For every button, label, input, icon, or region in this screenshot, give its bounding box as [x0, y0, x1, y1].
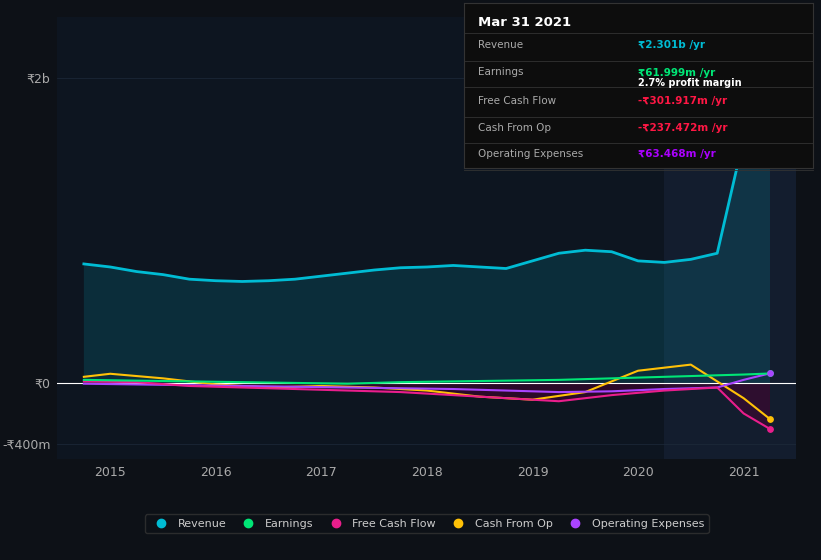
- Text: Revenue: Revenue: [478, 40, 523, 50]
- Text: -₹237.472m /yr: -₹237.472m /yr: [639, 123, 728, 133]
- Point: [764, 424, 777, 433]
- Bar: [664, 17, 796, 459]
- Point: [764, 27, 777, 36]
- Text: Free Cash Flow: Free Cash Flow: [478, 96, 556, 106]
- Text: Operating Expenses: Operating Expenses: [478, 149, 583, 159]
- Text: -₹301.917m /yr: -₹301.917m /yr: [639, 96, 727, 106]
- Point: [764, 414, 777, 423]
- Point: [764, 369, 777, 378]
- Text: 2.7% profit margin: 2.7% profit margin: [639, 78, 742, 88]
- Text: ₹63.468m /yr: ₹63.468m /yr: [639, 149, 716, 159]
- Text: Earnings: Earnings: [478, 67, 523, 77]
- Legend: Revenue, Earnings, Free Cash Flow, Cash From Op, Operating Expenses: Revenue, Earnings, Free Cash Flow, Cash …: [145, 515, 709, 533]
- Text: Mar 31 2021: Mar 31 2021: [478, 16, 571, 29]
- Point: [764, 369, 777, 378]
- Text: Cash From Op: Cash From Op: [478, 123, 551, 133]
- Text: ₹2.301b /yr: ₹2.301b /yr: [639, 40, 705, 50]
- Text: ₹61.999m /yr: ₹61.999m /yr: [639, 68, 716, 77]
